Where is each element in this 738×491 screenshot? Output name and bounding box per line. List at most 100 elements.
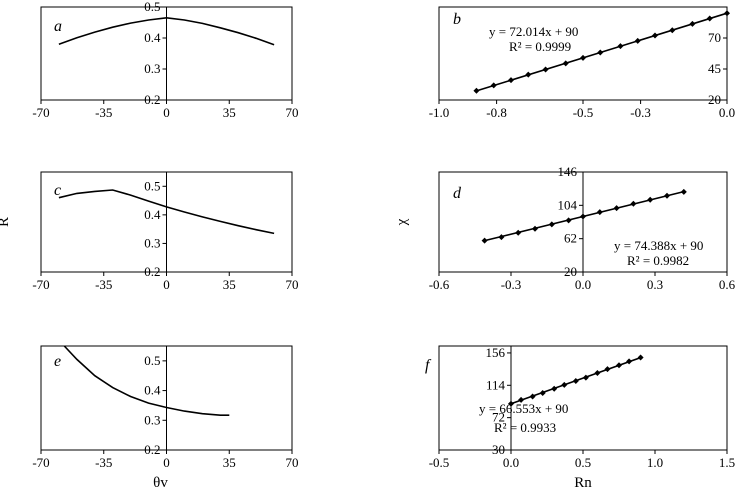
y-tick-label: 0.2 (144, 92, 160, 107)
data-point (597, 49, 604, 56)
y-tick-label: 0.4 (144, 383, 161, 398)
x-tick-label: 1.5 (719, 455, 735, 470)
panel-b: -1.0 -0.8 -0.5 -0.3 0.020 45 70 b y = 72.014x + … (429, 6, 735, 120)
y-tick-label: 70 (708, 30, 721, 45)
data-point (498, 234, 505, 241)
data-point (664, 192, 670, 199)
x-tick-label: -35 (95, 455, 112, 470)
data-point (669, 27, 676, 34)
data-point (518, 396, 525, 403)
data-point (572, 378, 579, 385)
r-squared: R² = 0.9999 (509, 39, 571, 54)
x-tick-label: 0.0 (719, 105, 735, 120)
y-tick-label: 0.5 (144, 0, 160, 14)
data-point (596, 209, 603, 216)
data-point (582, 374, 589, 381)
x-tick-label: 0.0 (575, 277, 591, 292)
data-point (724, 10, 730, 17)
data-point (626, 358, 633, 365)
x-tick-label: -0.6 (429, 277, 450, 292)
y-tick-label: 30 (492, 442, 505, 457)
data-point (613, 205, 620, 212)
y-tick-label: 0.5 (144, 178, 160, 193)
data-point (561, 381, 568, 388)
x-tick-label: -0.5 (429, 455, 450, 470)
x-tick-label: 35 (223, 455, 236, 470)
x-tick-label: 0.0 (503, 455, 519, 470)
x-tick-label: 0.6 (719, 277, 736, 292)
x-tick-label: 70 (286, 105, 299, 120)
data-curve (58, 16, 275, 46)
y-tick-label: 104 (558, 197, 578, 212)
x-tick-label: 1.0 (647, 455, 663, 470)
panel-a: -70 -35 0 35 70 0.2 0.3 0.4 0.5 a (32, 0, 298, 120)
panel-f: -0.5 0.0 0.5 1.0 1.5 30 72 114 156 f y = 66.553x +… (425, 345, 735, 491)
data-point (473, 87, 480, 94)
y-tick-label: 156 (486, 345, 506, 360)
data-point (542, 66, 549, 73)
x-tick-label: -0.8 (486, 105, 507, 120)
regression-equation: y = 66.553x + 90 (479, 401, 568, 416)
data-point (562, 60, 569, 67)
y-tick-label: 0.3 (144, 61, 160, 76)
plot-frame (438, 345, 728, 451)
r-squared: R² = 0.9982 (627, 253, 689, 268)
data-point (706, 15, 713, 22)
data-point (630, 200, 637, 207)
y-tick-label: 0.3 (144, 412, 160, 427)
y-tick-label: 20 (708, 92, 721, 107)
plot-frame (438, 6, 728, 101)
panel-c: -70 -35 0 35 70 0.2 0.3 0.4 0.5 c R (0, 171, 299, 292)
y-tick-label: 20 (564, 264, 577, 279)
x-tick-label: 35 (223, 105, 236, 120)
x-tick-label: 0 (163, 105, 170, 120)
data-point (580, 213, 586, 220)
x-tick-label: 0.3 (647, 277, 663, 292)
y-tick-label: 62 (564, 231, 577, 246)
data-point (604, 366, 611, 373)
y-tick-label: 0.2 (144, 264, 160, 279)
x-tick-label: -70 (32, 105, 49, 120)
data-point (580, 54, 586, 61)
y-tick-label: 146 (558, 164, 578, 179)
x-tick-label: -0.5 (573, 105, 594, 120)
x-axis-label: θv (153, 475, 168, 491)
x-axis-label: Rn (574, 475, 592, 491)
data-point (634, 37, 641, 44)
data-point (532, 225, 538, 232)
x-tick-label: -35 (95, 105, 112, 120)
data-point (594, 369, 601, 376)
data-point (508, 400, 514, 407)
panel-label: d (453, 185, 462, 202)
y-tick-label: 0.2 (144, 442, 160, 457)
panel-e: -70 -35 0 35 70 0.2 0.3 0.4 0.5 e θv (32, 345, 299, 491)
panel-label: c (54, 182, 61, 199)
data-point (529, 393, 536, 400)
y-tick-label: 0.4 (144, 207, 161, 222)
data-point (515, 229, 522, 236)
y-tick-label: 0.3 (144, 235, 160, 250)
data-point (508, 77, 514, 84)
regression-equation: y = 72.014x + 90 (489, 24, 578, 39)
y-tick-label: 45 (708, 61, 721, 76)
panel-label: a (54, 18, 62, 35)
x-tick-label: 0 (163, 277, 170, 292)
x-tick-label: -1.0 (429, 105, 450, 120)
r-squared: R² = 0.9933 (494, 420, 556, 435)
data-point (617, 43, 624, 50)
data-point (551, 385, 558, 392)
panel-label: f (425, 357, 432, 374)
data-point (548, 221, 555, 228)
x-tick-label: 0 (163, 455, 170, 470)
data-point (616, 362, 622, 369)
x-tick-label: 70 (286, 277, 299, 292)
data-point (565, 217, 572, 224)
data-point (680, 188, 687, 195)
data-curve (58, 189, 275, 235)
data-point (637, 354, 644, 361)
data-curve (63, 345, 230, 416)
y-axis-label: R (0, 217, 12, 227)
regression-equation: y = 74.388x + 90 (614, 238, 703, 253)
y-tick-label: 72 (492, 410, 505, 425)
data-point (525, 71, 532, 78)
